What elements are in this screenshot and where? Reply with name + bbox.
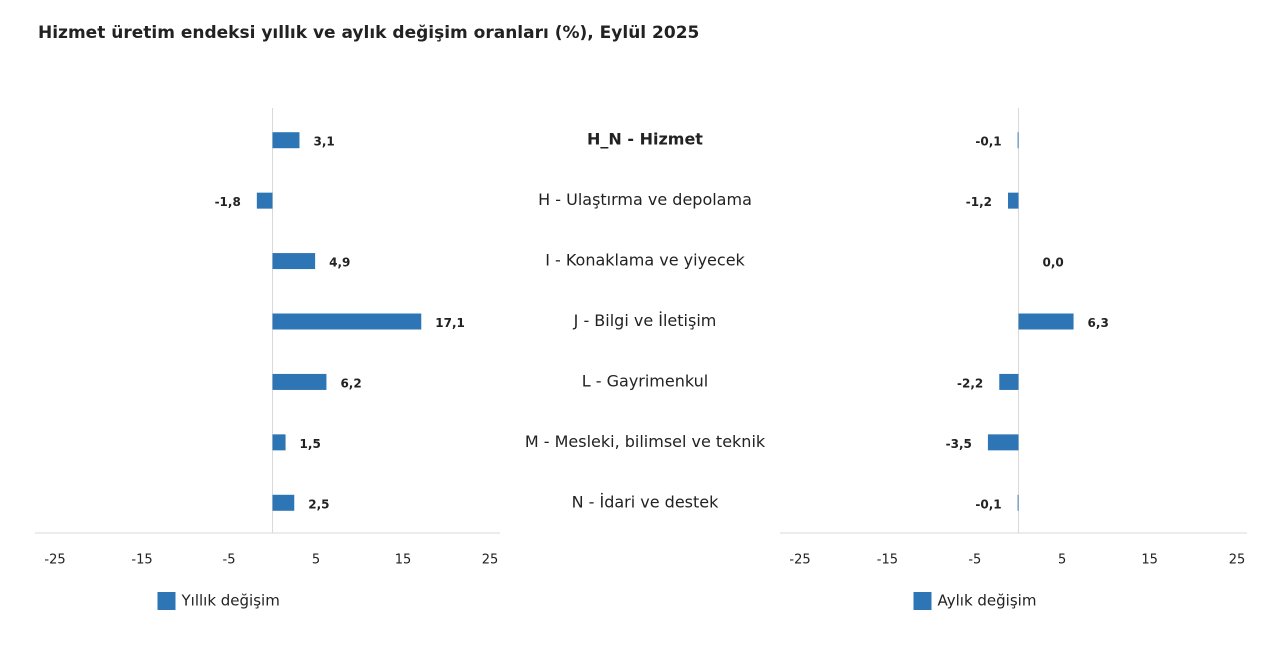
value-label: 0,0 bbox=[1043, 256, 1064, 270]
bar bbox=[272, 253, 316, 270]
bar bbox=[272, 132, 300, 149]
value-label: -1,2 bbox=[966, 195, 992, 209]
category-label: M - Mesleki, bilimsel ve teknik bbox=[525, 432, 766, 451]
category-label: N - İdari ve destek bbox=[572, 492, 720, 511]
legend-swatch bbox=[157, 592, 176, 610]
x-tick-label: 25 bbox=[1229, 553, 1246, 568]
bar bbox=[272, 494, 295, 511]
value-label: -0,1 bbox=[975, 135, 1001, 149]
bar bbox=[987, 434, 1019, 451]
bar bbox=[1017, 132, 1019, 149]
x-tick-label: -25 bbox=[789, 553, 810, 568]
x-tick-label: 5 bbox=[312, 553, 320, 568]
value-label: 2,5 bbox=[308, 497, 329, 511]
category-label: H - Ulaştırma ve depolama bbox=[538, 190, 752, 209]
x-tick-label: 25 bbox=[482, 553, 499, 568]
bar bbox=[256, 192, 273, 209]
value-label: -0,1 bbox=[975, 497, 1001, 511]
value-label: 4,9 bbox=[329, 256, 350, 270]
value-label: 6,3 bbox=[1088, 316, 1109, 330]
x-tick-label: 15 bbox=[395, 553, 412, 568]
value-label: -3,5 bbox=[946, 437, 972, 451]
bar bbox=[999, 373, 1019, 390]
bar bbox=[1017, 494, 1019, 511]
chart-title: Hizmet üretim endeksi yıllık ve aylık de… bbox=[38, 23, 699, 43]
category-label: J - Bilgi ve İletişim bbox=[573, 311, 717, 330]
legend-label: Aylık değişim bbox=[938, 592, 1037, 610]
x-tick-label: -25 bbox=[44, 553, 65, 568]
category-label: H_N - Hizmet bbox=[587, 130, 703, 149]
x-tick-label: -15 bbox=[877, 553, 898, 568]
value-label: -2,2 bbox=[957, 376, 983, 390]
value-label: 6,2 bbox=[340, 376, 361, 390]
bar bbox=[272, 434, 286, 451]
x-tick-label: 5 bbox=[1058, 553, 1066, 568]
bar bbox=[272, 373, 327, 390]
category-label: L - Gayrimenkul bbox=[582, 371, 708, 390]
bar bbox=[1008, 192, 1019, 209]
legend-label: Yıllık değişim bbox=[181, 592, 280, 610]
x-tick-label: 15 bbox=[1141, 553, 1158, 568]
bar bbox=[272, 313, 422, 330]
category-label: I - Konaklama ve yiyecek bbox=[545, 251, 745, 270]
bar bbox=[1018, 313, 1074, 330]
value-label: 3,1 bbox=[313, 135, 334, 149]
x-tick-label: -5 bbox=[223, 553, 236, 568]
value-label: 17,1 bbox=[435, 316, 465, 330]
value-label: -1,8 bbox=[215, 195, 241, 209]
x-tick-label: -5 bbox=[968, 553, 981, 568]
value-label: 1,5 bbox=[300, 437, 321, 451]
x-tick-label: -15 bbox=[131, 553, 152, 568]
legend-swatch bbox=[913, 592, 932, 610]
